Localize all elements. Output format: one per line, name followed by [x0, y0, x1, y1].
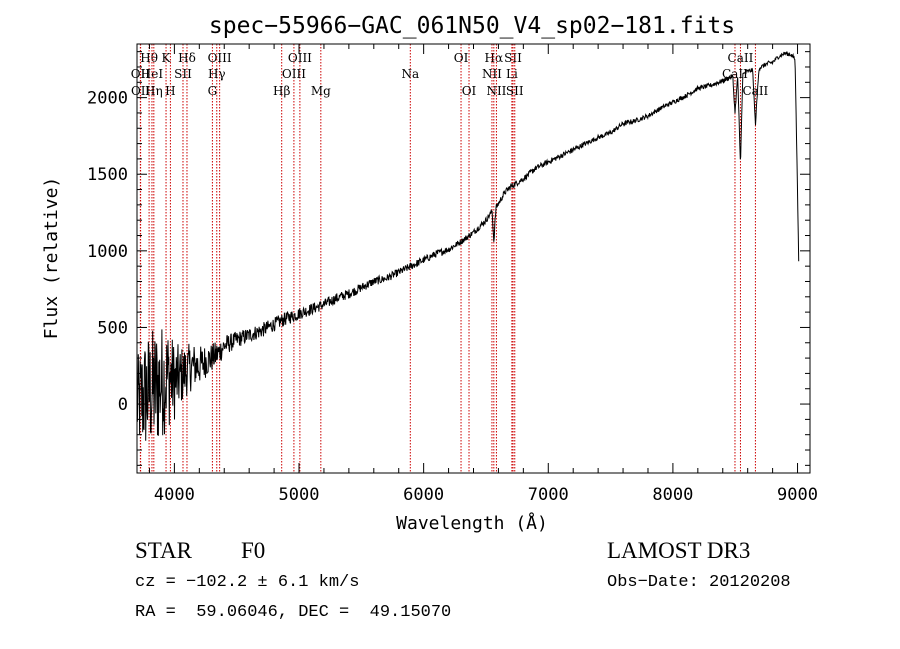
- line-marker-label: G: [208, 84, 218, 98]
- line-marker-label: Na: [401, 67, 419, 81]
- line-marker-label: Hγ: [208, 67, 226, 81]
- line-marker-label: Hβ: [273, 84, 290, 98]
- line-marker-label: OII: [131, 84, 151, 98]
- line-marker-label: OIII: [208, 51, 232, 65]
- line-marker-label: NII: [486, 84, 506, 98]
- line-marker-label: CaII: [742, 84, 768, 98]
- line-marker-label: SII: [174, 67, 192, 81]
- spectral-subclass: F0: [241, 538, 266, 563]
- line-marker-label: Mg: [311, 84, 331, 98]
- y-axis: 0 500 1000 1500 2000: [87, 51, 810, 466]
- y-tick-label: 1500: [87, 165, 128, 185]
- line-marker-label: K: [162, 51, 172, 65]
- x-tick-label: 7000: [528, 485, 569, 505]
- y-tick-label: 500: [97, 318, 128, 338]
- redshift-velocity: cz = −102.2 ± 6.1 km/s: [135, 573, 360, 592]
- x-axis-label: Wavelength (Å): [396, 512, 548, 534]
- line-marker-label: SII: [504, 51, 522, 65]
- line-marker-label: Hδ: [178, 51, 196, 65]
- line-marker-label: H: [165, 84, 175, 98]
- line-marker-label: Li: [506, 67, 518, 81]
- y-tick-label: 1000: [87, 242, 128, 262]
- x-tick-label: 4000: [154, 485, 195, 505]
- coordinates: RA = 59.06046, DEC = 49.15070: [135, 603, 452, 622]
- line-marker-label: OI: [454, 51, 469, 65]
- line-marker-label: NII: [482, 67, 502, 81]
- x-axis: 4000 5000 6000 7000 8000 9000: [148, 44, 818, 505]
- line-marker-label: SII: [506, 84, 524, 98]
- line-marker-label: OIII: [282, 67, 306, 81]
- line-marker-label: HeI: [141, 67, 164, 81]
- line-marker-label: CaII: [728, 51, 754, 65]
- x-tick-label: 8000: [652, 485, 693, 505]
- object-type: STAR: [135, 538, 192, 563]
- x-tick-label: 6000: [403, 485, 444, 505]
- line-marker-label: OI: [462, 84, 477, 98]
- y-tick-label: 2000: [87, 89, 128, 109]
- y-tick-label: 0: [118, 395, 128, 415]
- line-marker-label: OIII: [288, 51, 312, 65]
- line-marker-label: Hα: [485, 51, 504, 65]
- survey-name: LAMOST DR3: [607, 538, 751, 563]
- observation-date: Obs−Date: 20120208: [607, 573, 791, 592]
- chart-title: spec−55966−GAC_061N50_V4_sp02−181.fits: [209, 13, 735, 39]
- line-marker-label: Hη: [145, 84, 163, 98]
- x-tick-label: 9000: [777, 485, 818, 505]
- line-marker-label: Hθ: [140, 51, 158, 65]
- plot-frame: [136, 43, 811, 474]
- flux-line: [136, 51, 800, 441]
- flux-series: [136, 51, 800, 441]
- y-axis-label: Flux (relative): [41, 177, 62, 340]
- x-tick-label: 5000: [279, 485, 320, 505]
